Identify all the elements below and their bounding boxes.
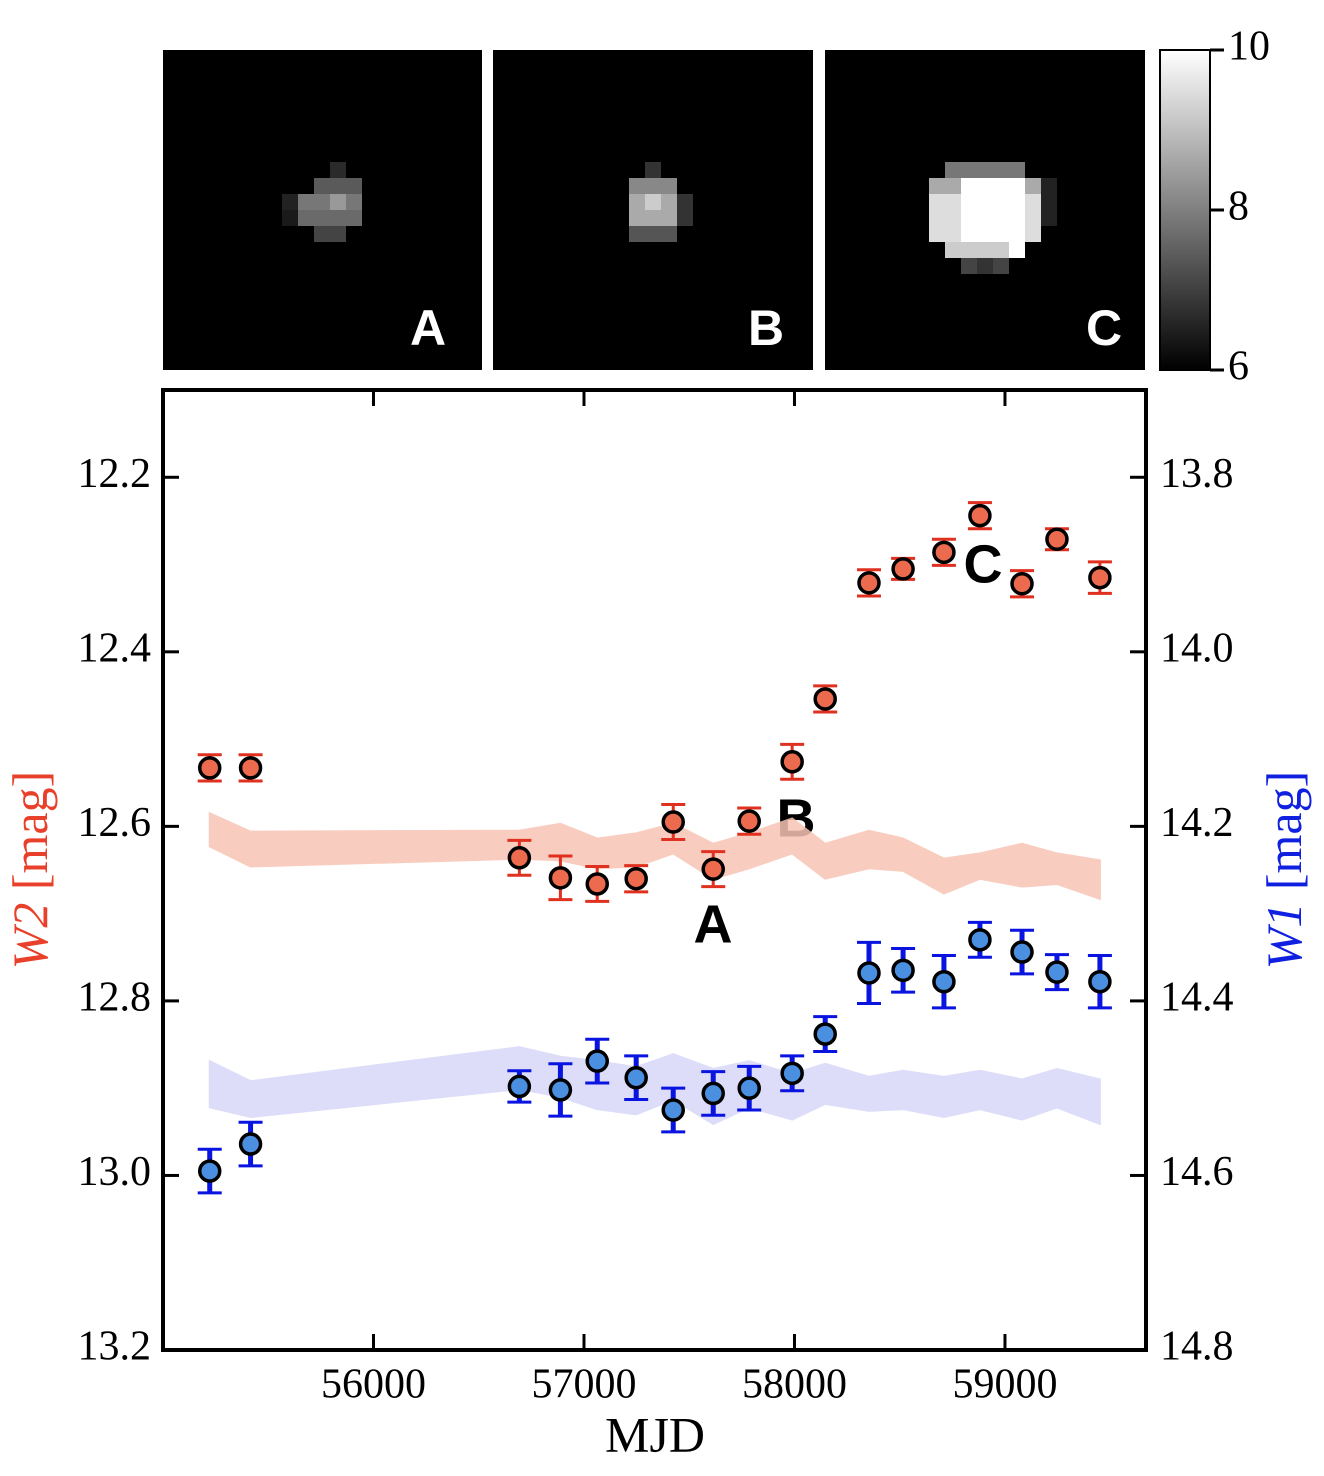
data-point [737, 1076, 761, 1100]
y2-axis-var: W1 [1256, 903, 1312, 970]
x-tick-label: 56000 [321, 1362, 426, 1408]
data-point [813, 1022, 837, 1046]
data-point [932, 540, 956, 565]
y2-tick-label: 14.0 [1160, 625, 1234, 671]
panel-label: B [748, 300, 784, 356]
y2-tick-label: 14.4 [1160, 975, 1234, 1021]
data-point [197, 1159, 222, 1183]
data-point [1010, 940, 1034, 964]
blob-a [282, 162, 362, 242]
data-point [238, 1132, 263, 1156]
y-tick-label: 13.2 [78, 1324, 152, 1370]
y2-tick-label: 13.8 [1160, 451, 1234, 497]
data-point [1088, 565, 1112, 590]
data-point [701, 857, 725, 881]
y2-tick-label: 14.6 [1160, 1149, 1234, 1195]
data-point [857, 961, 881, 985]
x-tick-label: 57000 [531, 1362, 636, 1408]
data-point [624, 1065, 648, 1090]
data-point [1088, 969, 1112, 994]
data-point [507, 846, 532, 870]
data-point [780, 750, 804, 774]
data-point [813, 687, 837, 711]
y2-tick-label: 14.2 [1160, 800, 1234, 846]
y-tick-label: 13.0 [78, 1149, 152, 1195]
panel-label: C [1086, 300, 1122, 356]
y2-tick-label: 14.8 [1160, 1324, 1234, 1370]
colorbar-tick-label: 6 [1228, 344, 1249, 390]
y-tick-label: 12.4 [78, 625, 152, 671]
data-point [932, 969, 956, 994]
data-point [548, 866, 573, 890]
y-axis-unit: [mag] [2, 771, 58, 890]
x-tick-label: 58000 [742, 1362, 847, 1408]
data-point [624, 866, 648, 891]
data-point [548, 1078, 573, 1102]
data-point [701, 1081, 725, 1106]
data-point [1045, 960, 1069, 984]
data-point [197, 756, 222, 780]
blob-b [629, 162, 693, 242]
data-point [968, 928, 992, 952]
y-axis-var: W2 [2, 903, 58, 970]
y2-axis-label: W1 [mag] [1256, 771, 1312, 970]
plot-frame [161, 388, 1148, 1352]
y-tick-label: 12.2 [78, 451, 152, 497]
data-point [1010, 571, 1034, 596]
colorbar [1159, 49, 1211, 371]
data-point [585, 1049, 609, 1073]
x-axis-label: MJD [605, 1406, 705, 1462]
annotation: C [964, 534, 1003, 594]
data-point [238, 756, 263, 780]
data-point [661, 810, 685, 834]
colorbar-tick-label: 10 [1228, 24, 1270, 70]
annotation: A [694, 894, 733, 954]
data-point [507, 1074, 532, 1099]
y-tick-label: 12.8 [78, 975, 152, 1021]
data-point [585, 872, 609, 896]
uncertainty-band [208, 811, 1101, 901]
data-point [968, 503, 992, 528]
data-point [891, 958, 915, 983]
data-point [857, 571, 881, 595]
x-tick-label: 59000 [952, 1362, 1057, 1408]
data-point [891, 557, 915, 581]
data-point [737, 809, 761, 833]
uncertainty-band [208, 1046, 1101, 1126]
blob-c [929, 162, 1057, 274]
data-point [780, 1061, 804, 1086]
colorbar-tick-label: 8 [1228, 184, 1249, 230]
data-point [661, 1098, 685, 1122]
data-point [1045, 527, 1069, 551]
panel-label: A [410, 300, 446, 356]
y-tick-label: 12.6 [78, 800, 152, 846]
y-axis-label: W2 [mag] [2, 771, 58, 970]
image-panels: A B C [163, 49, 1211, 371]
y2-axis-unit: [mag] [1256, 771, 1312, 890]
